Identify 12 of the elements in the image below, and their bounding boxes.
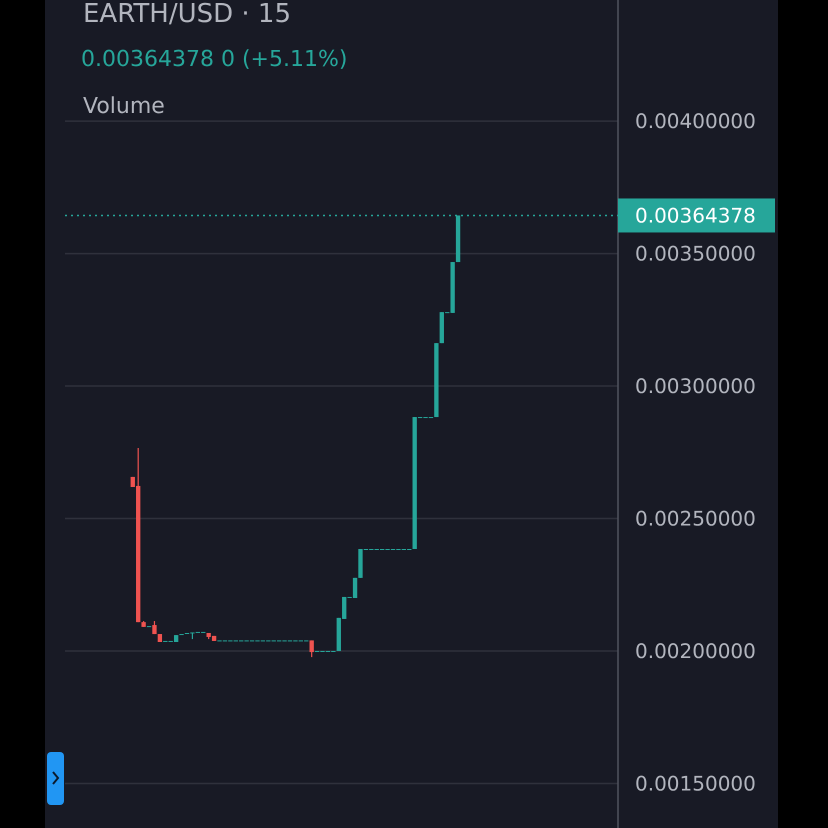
y-tick-label: 0.00350000: [635, 242, 756, 266]
annotation: Volume: [83, 94, 165, 119]
y-tick-label: 0.00200000: [635, 639, 756, 664]
candlestick: [152, 620, 157, 635]
y-tick-label: 0.00250000: [635, 506, 756, 531]
y-tick-label: 0.00150000: [635, 771, 756, 796]
candlestick: [310, 640, 314, 658]
y-tick-label: 0.00400000: [635, 109, 756, 134]
text: 0.00364378 0 (+5.11%): [81, 47, 348, 72]
chart-title: EARTH/USD · 15: [83, 0, 292, 29]
ref-line-label: 0.00364378: [635, 203, 756, 228]
y-tick-label: 0.00300000: [635, 374, 756, 398]
